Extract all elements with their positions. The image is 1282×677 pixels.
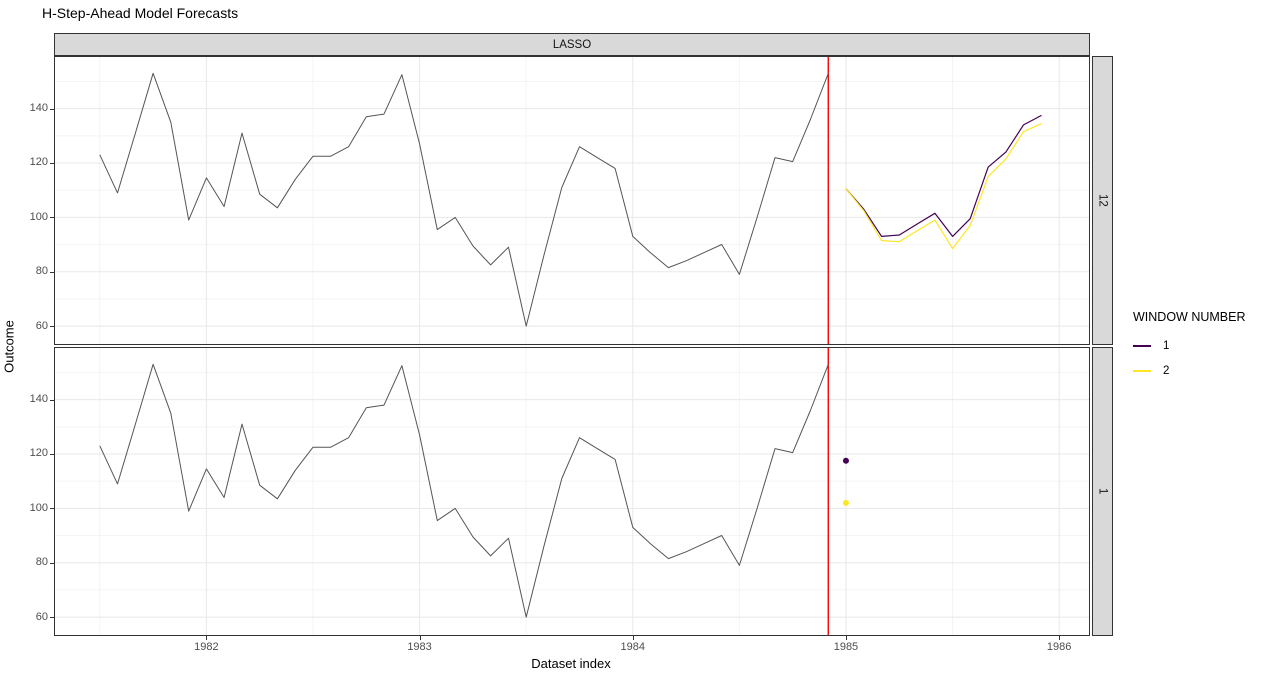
x-axis-tick (1059, 636, 1061, 640)
y-axis-tick (50, 271, 54, 273)
x-axis-tick (419, 636, 421, 640)
window-2-forecast-line (845, 123, 1042, 250)
y-axis-tick-label: 100 (29, 210, 48, 223)
y-axis-tick-label: 60 (35, 319, 48, 332)
window-1-forecast-point (842, 457, 849, 464)
x-axis-title: Dataset index (531, 656, 611, 671)
y-axis-tick (50, 617, 54, 619)
legend-entry-window-1: 1 (1133, 333, 1246, 358)
facet-column-strip: LASSO (54, 33, 1090, 56)
panel-horizon-12 (54, 56, 1090, 345)
x-axis-tick-label: 1982 (194, 641, 219, 653)
legend-key-line-window-1 (1133, 344, 1151, 347)
x-axis-tick-label: 1985 (833, 641, 859, 653)
y-axis-tick (50, 162, 54, 164)
y-axis-tick (50, 217, 54, 219)
y-axis-tick-label: 120 (29, 156, 48, 169)
y-axis-tick (50, 562, 54, 564)
y-axis-tick (50, 326, 54, 328)
facet-row-strip-1: 1 (1092, 347, 1113, 636)
y-axis-tick (50, 453, 54, 455)
facet-column-label: LASSO (552, 38, 592, 51)
facet-row-label-1: 1 (1096, 488, 1109, 495)
legend-label-window-2: 2 (1163, 364, 1170, 377)
plot-area (55, 57, 1089, 344)
legend-key-line-window-2 (1133, 369, 1151, 372)
legend-title: WINDOW NUMBER (1133, 310, 1246, 324)
observed-outcome-line (99, 72, 829, 327)
x-axis-tick-label: 1984 (620, 641, 645, 653)
panel-horizon-1 (54, 347, 1090, 636)
y-axis-tick (50, 108, 54, 110)
x-axis-tick-label: 1986 (1046, 641, 1072, 653)
y-axis-tick (50, 399, 54, 401)
y-axis-tick (50, 508, 54, 510)
observed-outcome-line (99, 363, 829, 618)
plot-area (55, 348, 1089, 635)
x-axis-tick (206, 636, 208, 640)
y-axis-tick-label: 140 (29, 102, 48, 115)
window-1-forecast-line (845, 114, 1042, 237)
y-axis-tick-label: 80 (35, 265, 48, 278)
y-axis-tick-label: 140 (29, 393, 48, 406)
facet-row-label-12: 12 (1096, 194, 1109, 207)
legend: WINDOW NUMBER 1 2 (1133, 310, 1246, 383)
y-axis-tick-label: 120 (29, 447, 48, 460)
y-axis-tick-label: 60 (35, 610, 48, 623)
chart-title: H-Step-Ahead Model Forecasts (42, 5, 239, 21)
window-2-forecast-point (842, 499, 849, 506)
y-axis-tick-label: 100 (29, 501, 48, 514)
legend-entry-window-2: 2 (1133, 358, 1246, 383)
x-axis-tick-label: 1983 (407, 641, 432, 653)
facet-row-strip-12: 12 (1092, 56, 1113, 345)
y-axis-tick-label: 80 (35, 556, 48, 569)
legend-label-window-1: 1 (1163, 339, 1170, 352)
x-axis-tick (845, 636, 847, 640)
y-axis-title: Outcome (1, 320, 17, 373)
x-axis-tick (632, 636, 634, 640)
